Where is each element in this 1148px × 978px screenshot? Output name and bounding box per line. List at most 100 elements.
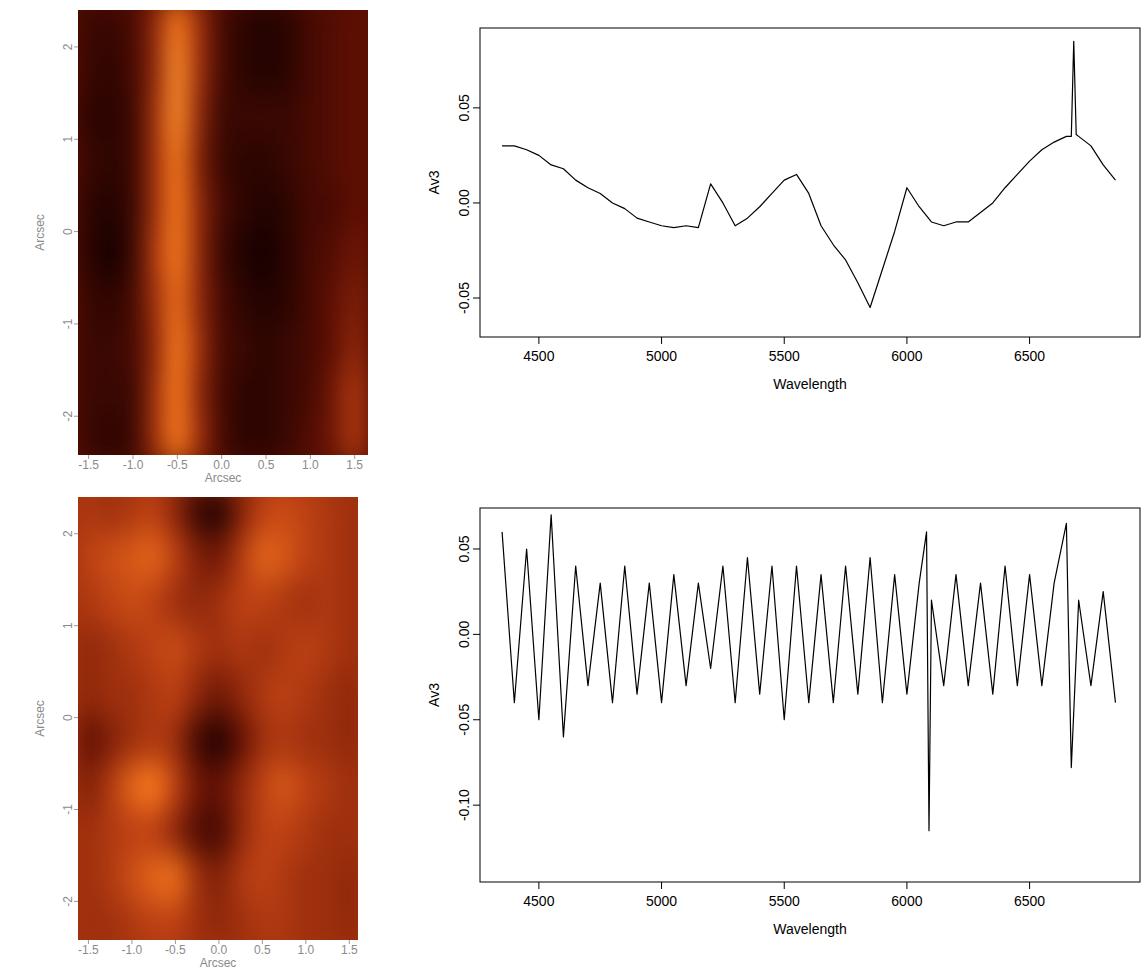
heat-cell	[121, 717, 144, 764]
y-tick-label: 1	[61, 136, 75, 143]
heat-cell	[273, 671, 296, 718]
plot-area	[502, 515, 1115, 831]
heat-cell	[164, 855, 187, 902]
heat-cell	[251, 809, 274, 856]
heat-cell	[208, 533, 231, 580]
heat-cell	[277, 46, 300, 93]
y-tick-label: 0	[61, 714, 75, 721]
y-axis-title: Av3	[426, 683, 442, 707]
plot-ground	[78, 497, 358, 940]
heat-cell	[99, 416, 122, 455]
heat-cell	[343, 10, 366, 47]
x-tick-label: 6000	[891, 348, 922, 364]
y-tick-label: -0.05	[456, 704, 472, 736]
plot-area	[502, 41, 1115, 307]
heat-cell	[273, 855, 296, 902]
x-tick	[784, 337, 785, 344]
heat-cell	[186, 763, 209, 810]
heat-cell	[78, 533, 100, 580]
y-tick-label: 0.05	[456, 94, 472, 121]
heat-cell	[273, 717, 296, 764]
x-axis-title: Wavelength	[773, 376, 846, 392]
y-tick-label: 0.00	[456, 621, 472, 648]
heat-cell	[99, 10, 122, 47]
heat-cell	[294, 717, 317, 764]
heat-cell	[186, 533, 209, 580]
heat-cell	[277, 231, 300, 278]
heat-cell	[321, 10, 344, 47]
heat-cell	[210, 277, 233, 324]
heat-cell	[78, 717, 100, 764]
x-tick-label: 4500	[523, 348, 554, 364]
heat-cell	[121, 671, 144, 718]
heat-cell	[99, 809, 122, 856]
heat-cell	[210, 139, 233, 186]
heatmap-panel: -1.5-1.0-0.50.00.51.01.5-2-1012ArcsecArc…	[33, 487, 361, 970]
heat-cell	[186, 901, 209, 940]
heat-cell	[321, 416, 344, 455]
heat-cell	[142, 901, 165, 940]
heat-cell	[277, 139, 300, 186]
heat-cell	[208, 901, 231, 940]
plot-frame	[480, 508, 1140, 882]
heat-cell	[144, 93, 167, 140]
heat-cell	[251, 717, 274, 764]
heat-cell	[316, 809, 339, 856]
y-tick-label: 1	[61, 622, 75, 629]
heat-cell	[99, 901, 122, 940]
cells	[78, 10, 366, 455]
heat-cell	[78, 497, 100, 534]
x-tick-label: 0.5	[258, 458, 275, 472]
heat-cell	[78, 625, 100, 672]
heat-cell	[121, 185, 144, 232]
y-tick	[473, 107, 480, 108]
heat-cell	[78, 277, 100, 324]
heat-cell	[294, 671, 317, 718]
heat-cell	[78, 416, 100, 455]
heat-cell	[78, 93, 100, 140]
heat-cell	[142, 625, 165, 672]
heat-cell	[343, 231, 366, 278]
heat-cell	[273, 579, 296, 626]
heat-cell	[294, 855, 317, 902]
heat-cell	[251, 855, 274, 902]
heat-cell	[164, 625, 187, 672]
heat-cell	[99, 46, 122, 93]
heat-cell	[251, 497, 274, 534]
x-tick	[784, 882, 785, 889]
heat-cell	[208, 671, 231, 718]
heat-cell	[78, 671, 100, 718]
heat-cell	[164, 717, 187, 764]
heat-cell	[144, 370, 167, 417]
heat-cell	[294, 763, 317, 810]
x-tick-label: 1.5	[341, 943, 358, 957]
y-axis-title: Arcsec	[33, 700, 47, 737]
heat-cell	[299, 323, 322, 370]
x-tick	[906, 337, 907, 344]
heat-cell	[294, 533, 317, 580]
x-tick-label: 1.0	[297, 943, 314, 957]
heat-cell	[166, 10, 189, 47]
x-tick-label: -0.5	[167, 458, 188, 472]
heat-cell	[338, 533, 358, 580]
heat-cell	[164, 901, 187, 940]
heat-cell	[166, 370, 189, 417]
heat-cell	[294, 579, 317, 626]
heat-cell	[232, 10, 255, 47]
heat-cell	[232, 231, 255, 278]
heat-cell	[208, 763, 231, 810]
x-tick-label: -1.0	[123, 458, 144, 472]
heat-cell	[78, 763, 100, 810]
x-tick-label: -1.5	[78, 943, 99, 957]
heat-cell	[144, 323, 167, 370]
heat-cell	[229, 809, 252, 856]
heat-cell	[144, 46, 167, 93]
heat-cell	[188, 46, 211, 93]
heat-cell	[186, 579, 209, 626]
heat-cell	[321, 46, 344, 93]
heat-cell	[254, 231, 277, 278]
heat-cell	[121, 46, 144, 93]
heat-cell	[121, 497, 144, 534]
heat-cell	[164, 497, 187, 534]
heat-cell	[99, 277, 122, 324]
